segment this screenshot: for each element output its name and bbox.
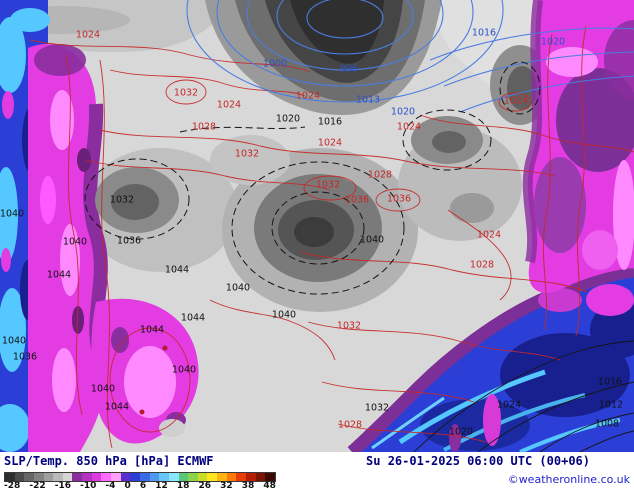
colorbar-segment [33,473,44,481]
colorbar-tick: 48 [263,481,276,490]
colorbar-segment [188,473,198,481]
colorbar-tick: 12 [155,481,168,490]
colorbar-tick: 0 [124,481,131,490]
colorbar-segment [130,473,140,481]
colorbar-segment [217,473,227,481]
colorbar-tick: -10 [80,481,97,490]
colorbar-segment [197,473,208,481]
colorbar-tick: 38 [241,481,255,490]
map-footer: SLP/Temp. 850 hPa [hPa] ECMWF Su 26-01-2… [0,452,634,490]
isoline-blue-layer [186,0,634,113]
colorbar-segment [226,473,237,481]
colorbar-tick: -28 [4,481,21,490]
isoline-black-layer [84,61,634,452]
colorbar-segment [82,473,92,481]
colorbar-segment [43,473,54,481]
colorbar-segment [178,473,189,481]
colorbar-segment [207,473,218,481]
colorbar-segment [53,473,63,481]
colorbar-segment [120,473,131,481]
colorbar-segment [149,473,160,481]
colorbar-segment [14,473,25,481]
colorbar-segment [111,473,121,481]
colorbar-segment [255,473,266,481]
weather-map: 1024 1032 1024 1028 1032 1024 1020 1016 1024 1024… [0,0,634,452]
colorbar-segment [72,473,83,481]
colorbar-segment [62,473,73,481]
colorbar-tick: -4 [105,481,116,490]
colorbar-tick: -16 [54,481,71,490]
colorbar-tick: 18 [176,481,190,490]
temperature-colorbar [4,472,276,482]
product-label: SLP/Temp. 850 hPa [hPa] ECMWF [4,454,214,468]
isoline-red-layer [29,25,634,449]
colorbar-tick-labels: -28 -22 -16 -10 -4 0 6 12 18 26 32 38 48 [4,481,276,490]
colorbar-segment [236,473,247,481]
colorbar-segment [159,473,169,481]
copyright-text: ©weatheronline.co.uk [507,473,630,486]
colorbar-tick: -22 [29,481,46,490]
colorbar-segment [91,473,102,481]
cold-core-layer [95,116,494,282]
colorbar-segment [24,473,34,481]
colorbar-segment [101,473,112,481]
colorbar-tick: 6 [139,481,147,490]
colorbar-segment [5,473,15,481]
colorbar-segment [246,473,256,481]
warm-sector-layer [28,0,634,452]
datetime-label: Su 26-01-2025 06:00 UTC (00+06) [366,454,590,468]
colorbar-segment [265,473,275,481]
colorbar-segment [139,473,150,481]
colorbar-tick: 32 [220,481,233,490]
colorbar-segment [168,473,179,481]
weather-map-canvas [0,0,634,452]
colorbar-tick: 26 [198,481,212,490]
